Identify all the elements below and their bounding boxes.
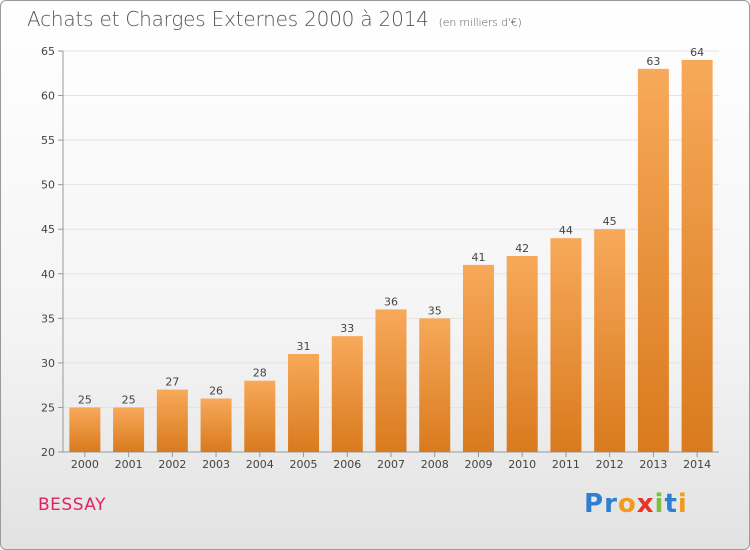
x-tick-label: 2010 (508, 458, 536, 471)
y-tick-label: 65 (41, 45, 55, 58)
y-tick-label: 50 (41, 179, 55, 192)
bar (550, 238, 582, 452)
bar (244, 380, 276, 452)
y-tick-label: 25 (41, 401, 55, 414)
x-tick-label: 2007 (377, 458, 405, 471)
logo-letter: r (604, 489, 618, 519)
x-tick-label: 2003 (202, 458, 230, 471)
data-label: 36 (384, 295, 398, 308)
data-label: 41 (471, 251, 485, 264)
x-tick-label: 2013 (639, 458, 667, 471)
bar (288, 353, 320, 452)
bar (375, 309, 407, 452)
data-label: 44 (559, 224, 573, 237)
y-tick-label: 45 (41, 223, 55, 236)
data-label: 45 (603, 215, 617, 228)
x-tick-label: 2009 (464, 458, 492, 471)
logo-letter: o (617, 489, 637, 519)
y-tick-label: 55 (41, 134, 55, 147)
x-tick-label: 2000 (71, 458, 99, 471)
bar (200, 398, 232, 452)
bar (506, 255, 538, 452)
y-tick-label: 35 (41, 312, 55, 325)
data-label: 63 (646, 55, 660, 68)
data-label: 64 (690, 46, 704, 59)
x-tick-label: 2012 (596, 458, 624, 471)
x-tick-label: 2004 (246, 458, 274, 471)
logo-letter: x (636, 489, 655, 519)
data-label: 35 (428, 304, 442, 317)
x-tick-label: 2014 (683, 458, 711, 471)
data-label: 25 (78, 393, 92, 406)
bar (331, 336, 363, 452)
chart-subtitle: (en milliers d'€) (438, 16, 522, 29)
y-tick-label: 20 (41, 446, 55, 459)
proxiti-logo: Proxiti (584, 489, 688, 519)
data-label: 33 (340, 322, 354, 335)
data-label: 31 (297, 340, 311, 353)
bar (113, 407, 145, 452)
y-tick-label: 40 (41, 268, 55, 281)
logo-letter: t (664, 489, 678, 519)
x-tick-label: 2002 (158, 458, 186, 471)
y-tick-label: 30 (41, 357, 55, 370)
x-tick-label: 2006 (333, 458, 361, 471)
data-label: 27 (165, 376, 179, 389)
logo-letter: i (654, 489, 665, 519)
bar (462, 264, 494, 452)
bar (69, 407, 101, 452)
chart-title-text: Achats et Charges Externes 2000 à 2014 (27, 7, 429, 31)
data-label: 25 (122, 393, 136, 406)
data-label: 26 (209, 385, 223, 398)
bar (594, 229, 626, 452)
bar (637, 68, 669, 453)
x-tick-label: 2001 (115, 458, 143, 471)
commune-name: BESSAY (38, 495, 106, 515)
data-label: 42 (515, 242, 529, 255)
logo-letter: P (584, 489, 605, 519)
x-tick-label: 2011 (552, 458, 580, 471)
logo-letter: i (677, 489, 688, 519)
bar (156, 389, 188, 452)
data-label: 28 (253, 367, 267, 380)
bar (681, 59, 713, 453)
y-tick-label: 60 (41, 90, 55, 103)
bar (419, 318, 451, 452)
chart-title: Achats et Charges Externes 2000 à 2014 (e… (27, 7, 522, 31)
x-tick-label: 2005 (290, 458, 318, 471)
x-tick-label: 2008 (421, 458, 449, 471)
